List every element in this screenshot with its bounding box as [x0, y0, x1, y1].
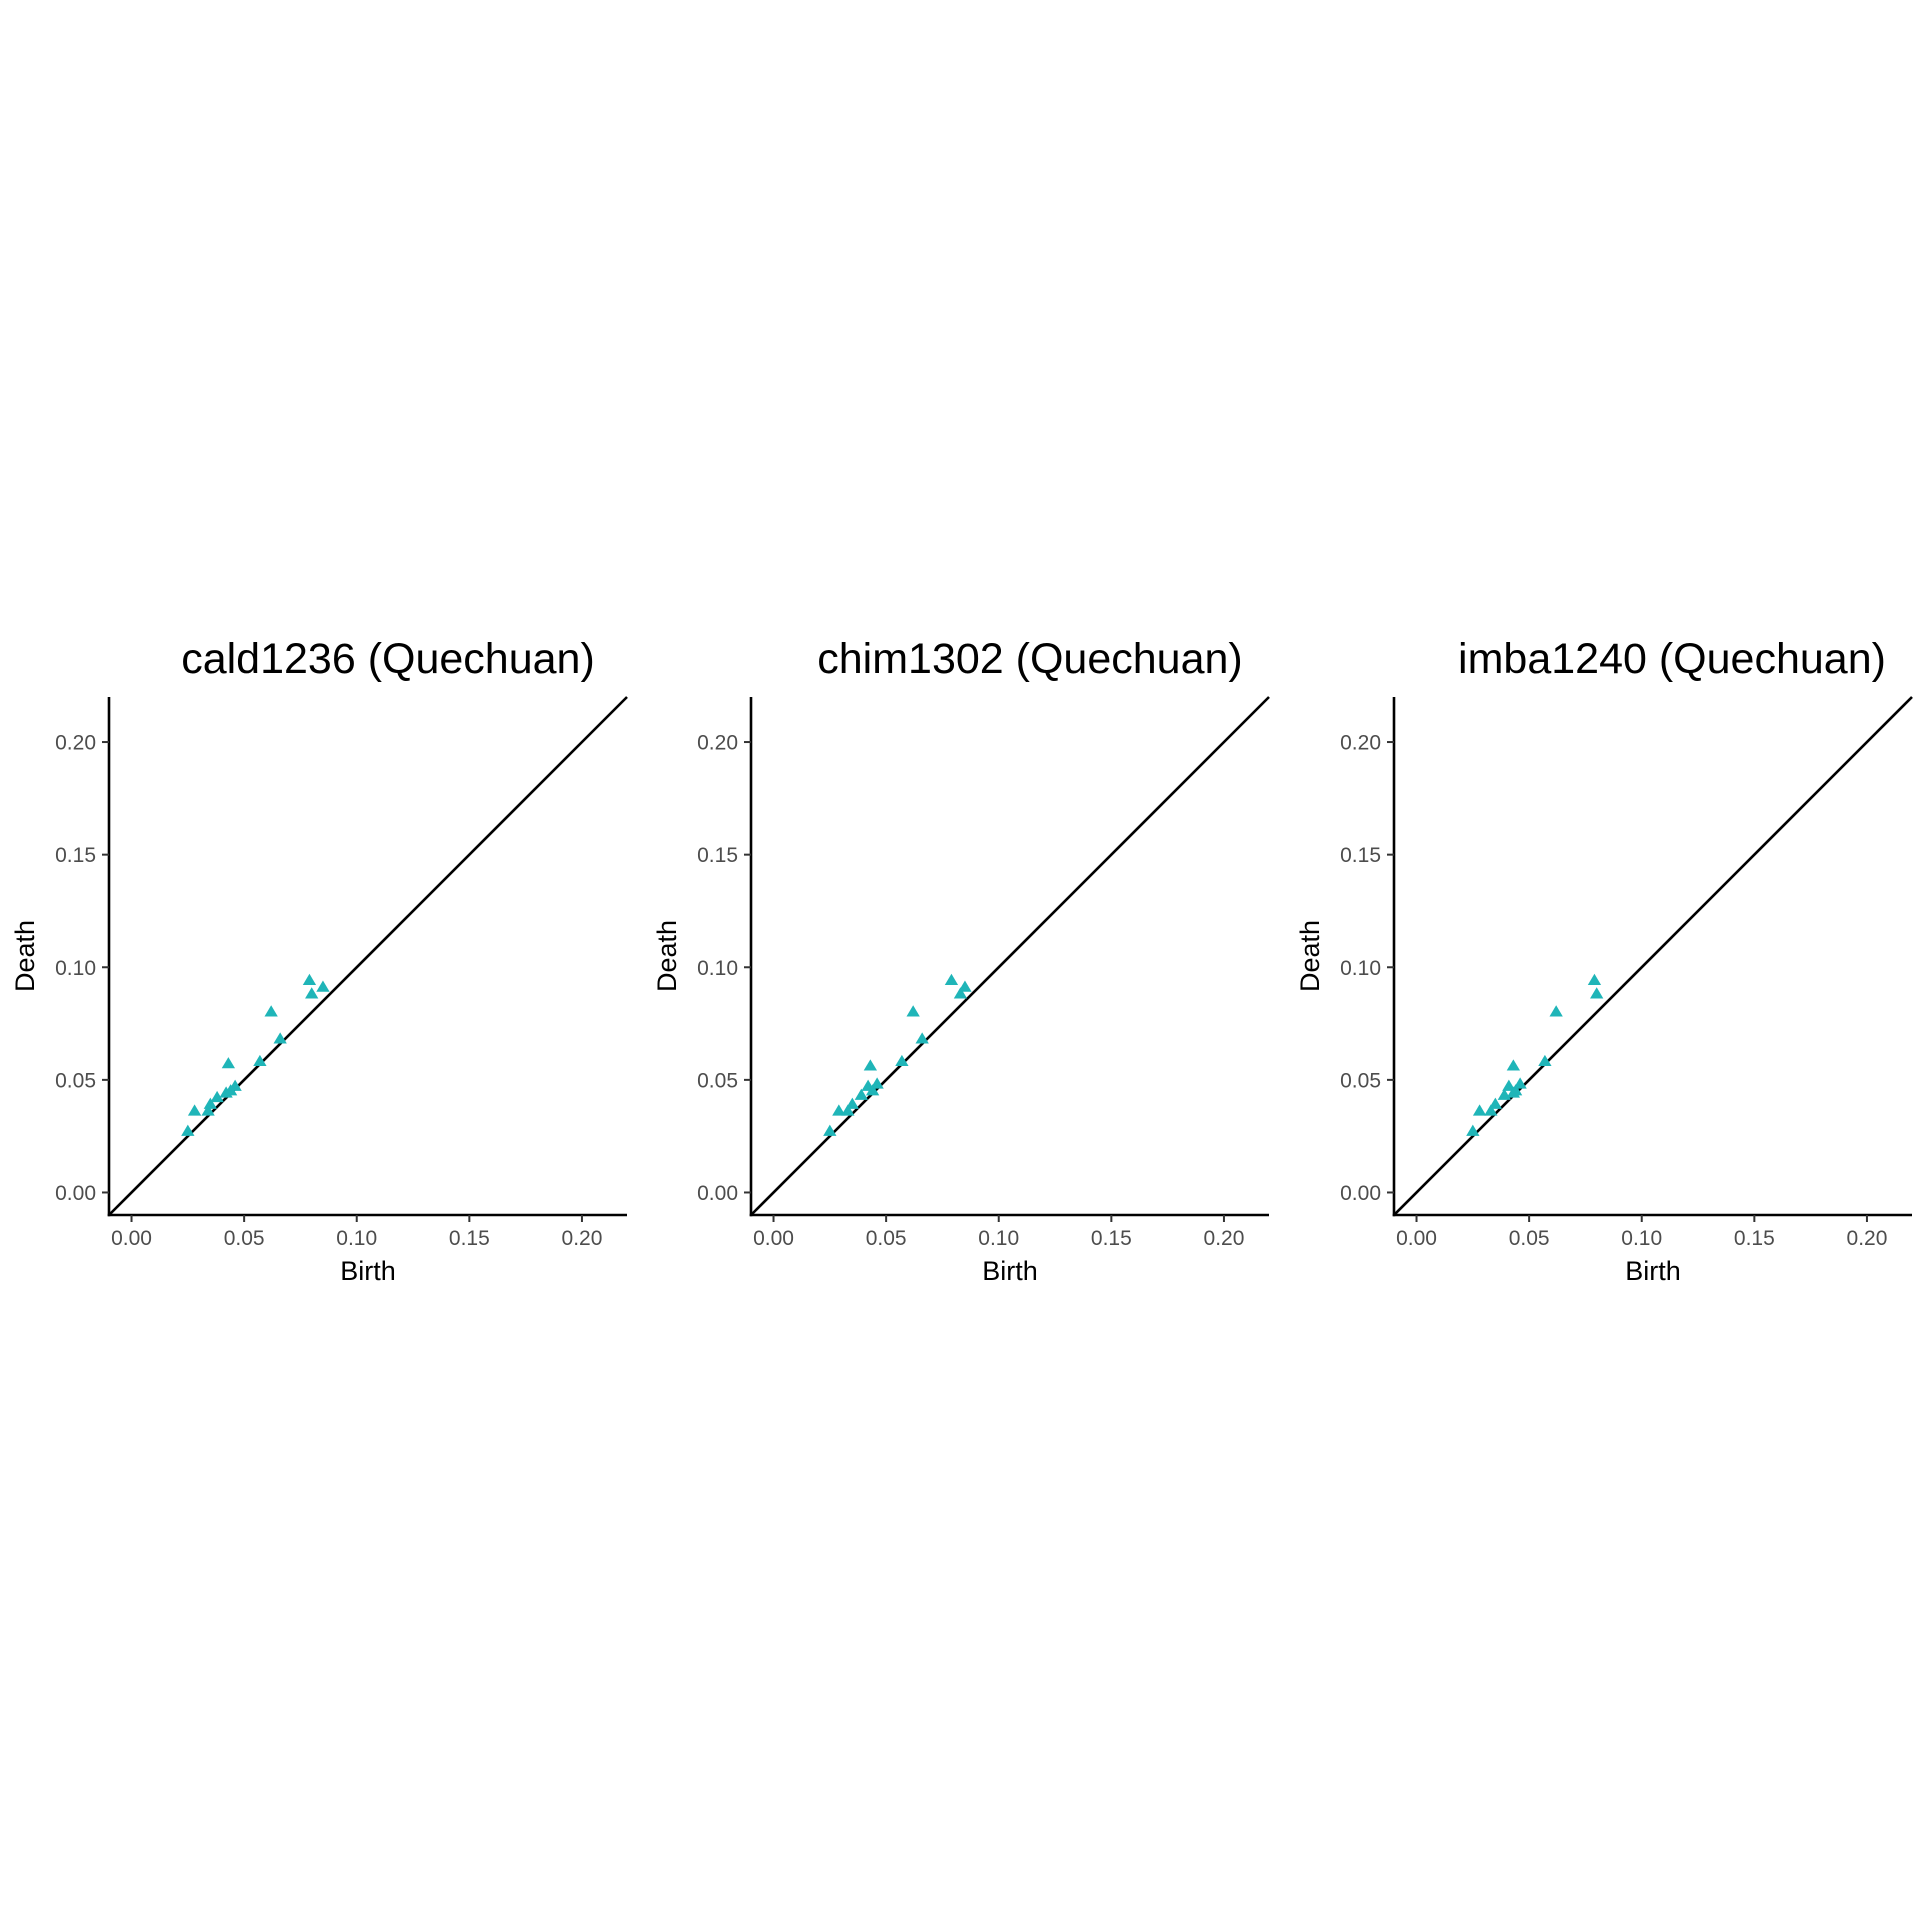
- x-tick-label: 0.20: [1847, 1227, 1888, 1250]
- chart-title: imba1240 (Quechuan): [1458, 635, 1886, 683]
- data-point: [1538, 1054, 1552, 1067]
- x-axis-label: Birth: [340, 1256, 396, 1286]
- y-tick-label: 0.10: [1340, 957, 1381, 980]
- y-tick-label: 0.05: [697, 1069, 738, 1092]
- x-tick-label: 0.10: [336, 1227, 377, 1250]
- data-point: [210, 1090, 224, 1103]
- data-point: [895, 1054, 909, 1067]
- data-point: [221, 1057, 236, 1069]
- data-point: [1488, 1097, 1502, 1109]
- x-tick-label: 0.20: [1204, 1227, 1245, 1250]
- data-point: [1587, 973, 1602, 985]
- y-axis-label: Death: [1295, 920, 1325, 992]
- x-tick-label: 0.15: [1734, 1227, 1775, 1250]
- x-tick-label: 0.10: [1621, 1227, 1662, 1250]
- data-point: [203, 1097, 217, 1109]
- diagonal-line: [108, 696, 628, 1216]
- chart-title: cald1236 (Quechuan): [181, 635, 595, 683]
- data-point: [201, 1104, 215, 1116]
- x-tick-label: 0.20: [562, 1227, 603, 1250]
- data-point: [273, 1032, 287, 1044]
- data-point: [181, 1124, 195, 1136]
- data-point: [253, 1054, 267, 1067]
- data-point: [915, 1032, 929, 1044]
- data-point: [187, 1104, 202, 1116]
- y-tick-label: 0.20: [55, 732, 96, 755]
- data-point: [863, 1059, 878, 1071]
- data-point: [953, 987, 968, 999]
- data-point: [1484, 1104, 1498, 1116]
- x-tick-label: 0.10: [978, 1227, 1019, 1250]
- x-tick-label: 0.05: [866, 1227, 907, 1250]
- x-tick-label: 0.00: [1396, 1227, 1437, 1250]
- data-point: [958, 980, 972, 992]
- plot-panel: chim1302 (Quechuan) 0.00 0.05 0.10 0.15 0.20 0…: [652, 635, 1270, 1286]
- y-axis-label: Death: [10, 920, 40, 992]
- y-tick-label: 0.20: [697, 732, 738, 755]
- chart-title: chim1302 (Quechuan): [817, 635, 1242, 683]
- data-point: [841, 1104, 855, 1116]
- data-point: [1506, 1059, 1521, 1071]
- diagonal-line: [1393, 696, 1913, 1216]
- data-point: [1590, 987, 1604, 999]
- y-tick-label: 0.00: [55, 1182, 96, 1205]
- y-tick-label: 0.00: [697, 1182, 738, 1205]
- data-point: [832, 1104, 846, 1116]
- y-tick-label: 0.15: [55, 844, 96, 867]
- data-point: [1472, 1104, 1487, 1116]
- data-point: [865, 1084, 880, 1096]
- y-tick-label: 0.15: [1340, 844, 1381, 867]
- y-tick-label: 0.05: [1340, 1069, 1381, 1092]
- y-tick-label: 0.10: [55, 957, 96, 980]
- data-point: [228, 1079, 242, 1091]
- y-tick-label: 0.15: [697, 844, 738, 867]
- plot-panel: imba1240 (Quechuan) 0.00 0.05 0.10 0.15 0.20 0…: [1295, 635, 1913, 1286]
- x-tick-label: 0.00: [753, 1227, 794, 1250]
- data-point: [316, 980, 330, 992]
- data-point: [1508, 1084, 1523, 1096]
- x-axis-label: Birth: [982, 1256, 1038, 1286]
- x-tick-label: 0.15: [1091, 1227, 1132, 1250]
- x-tick-label: 0.05: [1509, 1227, 1550, 1250]
- data-point: [823, 1124, 837, 1136]
- data-point: [1549, 1005, 1563, 1017]
- x-tick-label: 0.00: [111, 1227, 152, 1250]
- data-point: [854, 1088, 869, 1100]
- data-point: [906, 1005, 920, 1017]
- data-point: [1513, 1077, 1527, 1089]
- y-tick-label: 0.05: [55, 1069, 96, 1092]
- data-point: [302, 973, 317, 985]
- data-point: [870, 1077, 884, 1089]
- y-tick-label: 0.20: [1340, 732, 1381, 755]
- data-point: [1466, 1124, 1480, 1136]
- data-point: [845, 1097, 859, 1109]
- data-point: [264, 1005, 278, 1017]
- y-tick-label: 0.10: [697, 957, 738, 980]
- x-tick-label: 0.05: [224, 1227, 265, 1250]
- plot-panel: cald1236 (Quechuan) 0.00 0.05 0.10 0.15 0.20 0…: [10, 635, 628, 1286]
- x-axis-label: Birth: [1625, 1256, 1681, 1286]
- y-tick-label: 0.00: [1340, 1182, 1381, 1205]
- y-axis-label: Death: [652, 920, 682, 992]
- diagonal-line: [750, 696, 1270, 1216]
- data-point: [944, 973, 959, 985]
- data-point: [305, 987, 319, 999]
- data-point: [1502, 1079, 1516, 1091]
- x-tick-label: 0.15: [449, 1227, 490, 1250]
